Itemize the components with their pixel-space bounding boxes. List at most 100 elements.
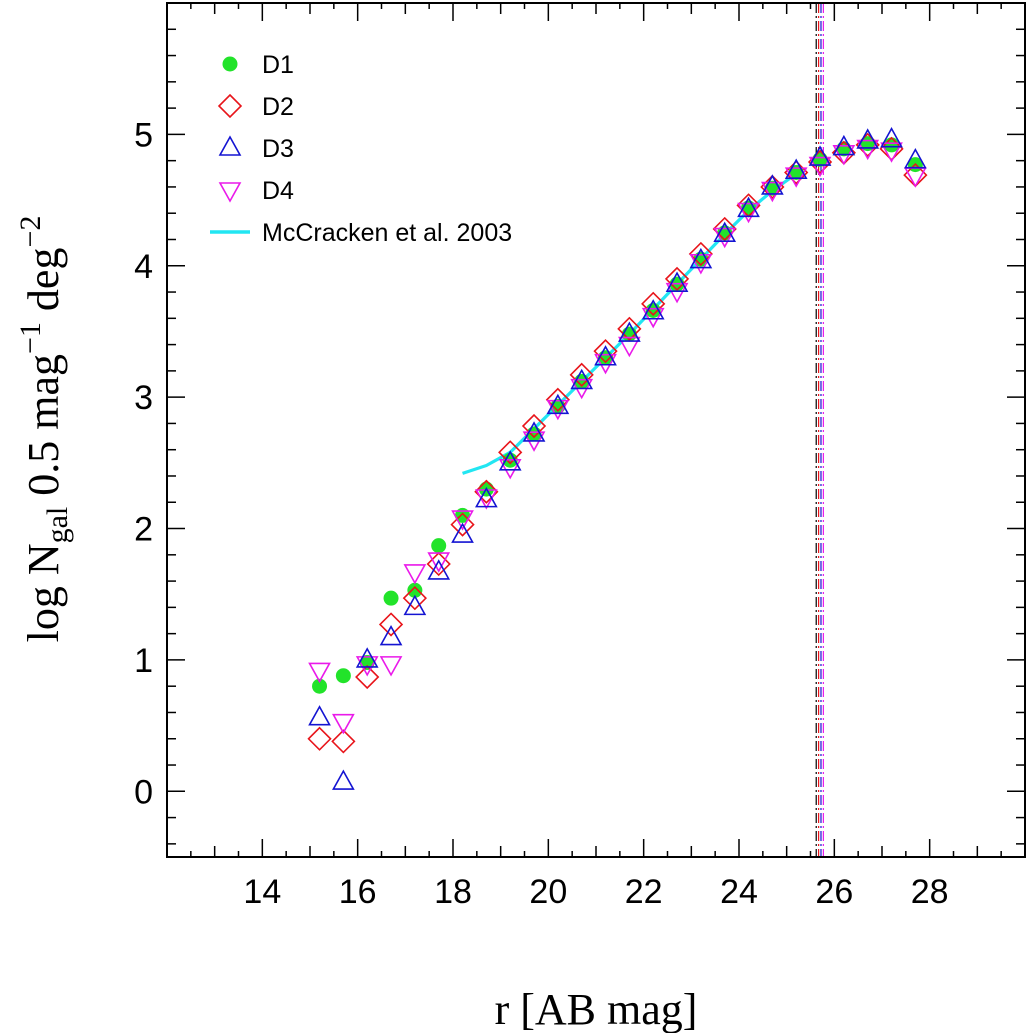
y-tick-label: 0 [134, 773, 153, 811]
data-point-d3 [856, 128, 880, 149]
plot-frame [166, 2, 1026, 858]
data-point-d4 [332, 713, 355, 735]
legend-label: McCracken et al. 2003 [262, 219, 512, 247]
data-point-d2 [664, 266, 690, 292]
x-tick-label: 18 [434, 873, 472, 911]
legend-label: D4 [262, 177, 294, 205]
data-point-d4 [808, 156, 832, 178]
y-tick-label: 1 [134, 642, 153, 680]
x-tick-label: 14 [243, 873, 281, 911]
data-point-d1 [407, 582, 423, 598]
y-tick-label: 3 [134, 379, 153, 417]
data-point-d3 [689, 247, 713, 269]
data-point-d3 [761, 174, 784, 195]
legend-label: D3 [262, 135, 294, 163]
data-point-d3 [308, 705, 331, 726]
data-point-d2 [474, 479, 499, 504]
completeness-limit-lines [815, 3, 824, 857]
data-point-d2 [545, 387, 570, 412]
data-point-d3 [832, 134, 856, 156]
data-point-d3 [332, 769, 355, 790]
data-point-d2 [688, 241, 713, 267]
data-point-d2 [712, 216, 737, 242]
data-point-d1 [312, 678, 328, 694]
axis-ticks [167, 3, 1025, 857]
y-axis-title-sup1: −1 [14, 322, 47, 354]
data-point-d4 [308, 662, 331, 684]
data-point-d2 [617, 316, 642, 341]
data-point-d3 [570, 368, 594, 390]
data-point-d4 [427, 552, 451, 573]
data-point-d2 [641, 291, 666, 317]
data-point-d4 [761, 181, 784, 203]
legend-label: D1 [262, 51, 294, 79]
data-points-layer [307, 126, 928, 790]
data-point-d4 [379, 656, 403, 677]
data-point-d2 [307, 726, 332, 751]
data-point-d3 [618, 321, 641, 342]
legend-marker-d3 [218, 135, 242, 156]
y-tick-label: 4 [134, 248, 153, 286]
y-axis-title-deg: deg [19, 248, 68, 323]
data-point-d3 [427, 559, 451, 580]
x-axis-title: r [AB mag] [495, 985, 698, 1033]
y-axis-title: log Ngal 0.5 mag−1 deg−2 [14, 216, 74, 643]
data-point-d4 [737, 202, 760, 224]
y-axis-title-middle: 0.5 mag [19, 354, 68, 507]
data-point-d2 [450, 512, 475, 537]
data-point-d4 [594, 353, 617, 375]
data-point-d2 [593, 339, 618, 364]
y-tick-label: 5 [134, 116, 153, 154]
data-point-d2 [402, 586, 427, 611]
data-point-d4 [665, 282, 689, 304]
data-point-d4 [689, 254, 713, 275]
plot-border [166, 2, 1026, 858]
data-point-d1 [431, 538, 447, 554]
legend-marker-d2 [217, 93, 243, 119]
data-point-d4 [713, 227, 737, 249]
data-point-d3 [713, 221, 737, 243]
data-point-d4 [403, 564, 427, 585]
data-point-d4 [355, 656, 379, 677]
data-point-d4 [498, 458, 522, 480]
data-point-d3 [904, 148, 927, 169]
data-point-d3 [379, 624, 403, 646]
data-point-d3 [355, 647, 379, 668]
data-point-d3 [451, 522, 474, 543]
x-tick-label: 28 [911, 873, 949, 911]
data-point-d2 [498, 440, 523, 465]
data-point-d1 [764, 180, 780, 196]
x-tick-label: 26 [815, 873, 853, 911]
data-point-d4 [451, 510, 474, 531]
data-point-d3 [641, 299, 665, 320]
data-point-d2 [521, 413, 547, 439]
legend-label: D2 [262, 93, 294, 121]
data-point-d3 [403, 594, 427, 616]
data-point-d4 [856, 139, 880, 161]
data-point-d3 [665, 271, 689, 292]
data-point-d3 [475, 486, 498, 508]
data-point-d2 [569, 362, 594, 387]
x-tick-label: 16 [339, 873, 377, 911]
legend-marker-d4 [218, 182, 242, 203]
x-tick-label: 20 [529, 873, 567, 911]
data-point-d3 [784, 158, 808, 179]
data-point-d1 [383, 590, 399, 606]
x-tick-label: 22 [625, 873, 663, 911]
data-point-d1 [335, 668, 351, 684]
data-point-d3 [546, 393, 570, 415]
axis-tick-labels: 14 16 18 20 22 24 26 28 0 1 2 3 4 5 [134, 116, 949, 911]
data-point-d4 [784, 167, 808, 188]
data-point-d4 [546, 399, 570, 421]
data-point-d2 [378, 612, 404, 637]
legend-marker-d1 [222, 56, 238, 72]
data-point-d4 [880, 142, 903, 163]
data-point-d3 [880, 126, 903, 148]
data-point-d3 [498, 450, 522, 471]
data-point-d3 [522, 421, 546, 442]
data-point-d4 [641, 307, 665, 329]
y-axis-title-prefix: log N [19, 543, 68, 642]
legend: D1 D2 D3 D4 McCracken et al. 2003 [210, 51, 512, 247]
data-point-d2 [355, 664, 380, 690]
y-axis-title-subscript: gal [41, 507, 74, 544]
